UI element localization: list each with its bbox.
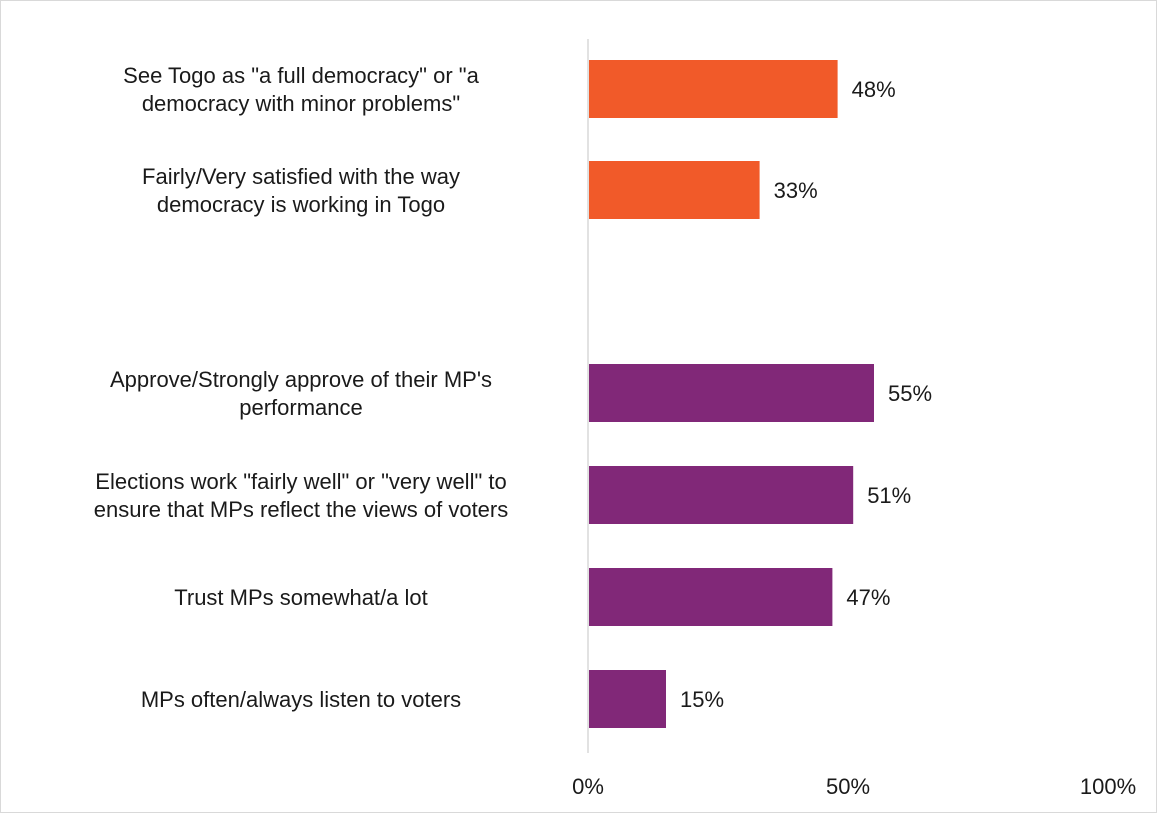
value-label-4: 51% — [867, 483, 911, 508]
bar-4 — [589, 466, 854, 524]
value-label-1: 48% — [852, 77, 896, 102]
category-label-line: democracy is working in Togo — [157, 192, 445, 217]
category-label-2: Fairly/Very satisfied with the way democr… — [142, 164, 460, 217]
x-tick-labels: 0% 50% 100% — [572, 774, 1136, 799]
category-label-line: performance — [239, 395, 363, 420]
bar-3 — [589, 364, 874, 422]
category-label-line: MPs often/always listen to voters — [141, 687, 461, 712]
category-label-3: Approve/Strongly approve of their MP's pe… — [110, 367, 492, 420]
category-label-line: Fairly/Very satisfied with the way — [142, 164, 460, 189]
value-label-6: 15% — [680, 687, 724, 712]
category-label-line: See Togo as "a full democracy" or "a — [123, 63, 479, 88]
value-labels: 48% 33% 55% 51% 47% 15% — [680, 77, 932, 712]
category-label-1: See Togo as "a full democracy" or "a demo… — [123, 63, 479, 116]
category-label-line: democracy with minor problems" — [142, 91, 460, 116]
bars — [589, 60, 874, 728]
x-tick-label-2: 50% — [826, 774, 870, 799]
category-label-line: ensure that MPs reflect the views of vot… — [94, 497, 509, 522]
value-label-3: 55% — [888, 381, 932, 406]
category-label-6: MPs often/always listen to voters — [141, 687, 461, 712]
category-label-5: Trust MPs somewhat/a lot — [174, 585, 427, 610]
bar-6 — [589, 670, 666, 728]
category-label-4: Elections work "fairly well" or "very we… — [94, 469, 509, 522]
bar-5 — [589, 568, 833, 626]
category-label-line: Elections work "fairly well" or "very we… — [95, 469, 506, 494]
category-label-line: Trust MPs somewhat/a lot — [174, 585, 427, 610]
bar-2 — [589, 161, 760, 219]
category-labels: See Togo as "a full democracy" or "a demo… — [94, 63, 509, 712]
bar-1 — [589, 60, 838, 118]
x-tick-label-3: 100% — [1080, 774, 1136, 799]
x-tick-label-1: 0% — [572, 774, 604, 799]
category-label-line: Approve/Strongly approve of their MP's — [110, 367, 492, 392]
value-label-5: 47% — [846, 585, 890, 610]
value-label-2: 33% — [774, 178, 818, 203]
